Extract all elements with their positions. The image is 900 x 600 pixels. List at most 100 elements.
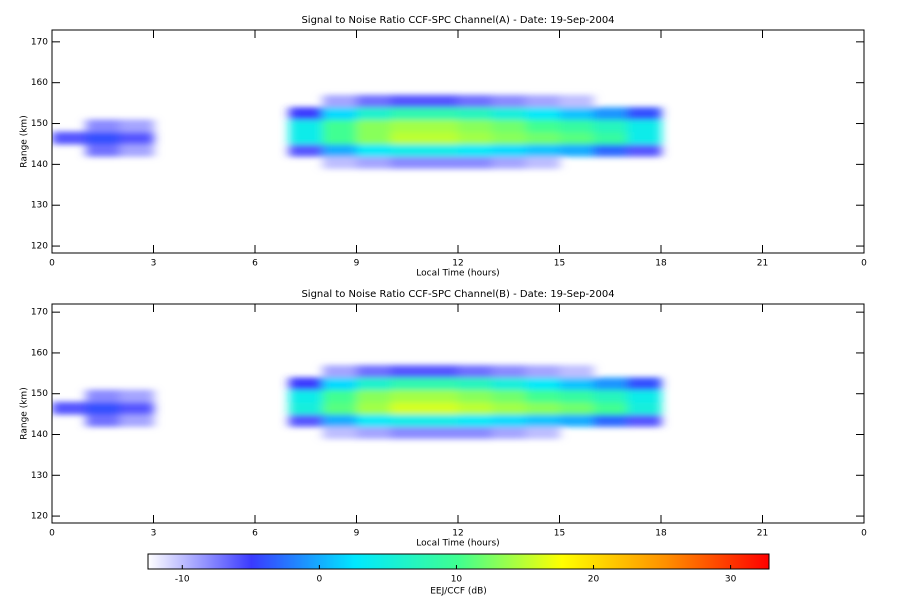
heat-cell: [491, 365, 527, 378]
chart-title: Signal to Noise Ratio CCF-SPC Channel(A)…: [301, 15, 614, 26]
heat-cell: [491, 156, 527, 169]
y-axis-label: Range (km): [20, 115, 30, 167]
heat-cell: [288, 143, 324, 157]
heat-cell: [288, 131, 324, 145]
heat-cell: [559, 119, 594, 133]
heat-cell: [424, 156, 459, 169]
heat-cell: [491, 143, 527, 157]
heat-cell: [390, 365, 425, 378]
heat-cell: [288, 107, 324, 120]
heat-cell: [491, 131, 527, 145]
heat-cell: [85, 119, 121, 133]
heat-cell: [356, 131, 391, 145]
heat-cell: [559, 365, 594, 378]
heat-cell: [593, 131, 628, 145]
y-tick-label: 150: [31, 119, 48, 129]
heat-cell: [559, 107, 594, 120]
heat-cell: [491, 119, 527, 133]
heat-cell: [424, 119, 459, 133]
x-tick-label: 12: [452, 529, 463, 539]
heat-cell: [322, 107, 357, 120]
heat-cell: [525, 414, 560, 427]
colorbar-label: EEJ/CCF (dB): [430, 587, 487, 597]
x-tick-label: 15: [554, 259, 565, 269]
heat-cell: [525, 426, 560, 440]
x-tick-label: 21: [757, 259, 768, 269]
heat-cell: [322, 94, 357, 108]
heat-cell: [525, 119, 560, 133]
heat-cell: [593, 414, 628, 427]
heat-cell: [390, 414, 425, 427]
heat-cell: [356, 414, 391, 427]
heat-cell: [593, 401, 628, 415]
heat-cell: [458, 94, 493, 108]
x-tick-label: 6: [252, 529, 258, 539]
heat-cell: [627, 389, 662, 403]
heat-cell: [424, 377, 459, 391]
heat-cell: [458, 426, 493, 440]
heat-cell: [119, 119, 154, 133]
heat-cell: [627, 107, 662, 120]
heat-cell: [559, 143, 594, 157]
x-tick-label: 21: [757, 529, 768, 539]
x-tick-label: 3: [151, 259, 157, 269]
heat-cell: [627, 377, 662, 391]
heat-cell: [390, 156, 425, 169]
heat-cell: [390, 143, 425, 157]
x-tick-label: 3: [151, 529, 157, 539]
heat-cell: [525, 365, 560, 378]
heat-cell: [322, 414, 357, 427]
colorbar-tick-label: 20: [588, 575, 600, 585]
x-tick-label: 15: [554, 529, 565, 539]
heat-cell: [491, 94, 527, 108]
heat-cell: [559, 94, 594, 108]
heat-cell: [356, 389, 391, 403]
heat-cell: [390, 389, 425, 403]
heat-cell: [85, 401, 121, 415]
heat-cell: [288, 389, 324, 403]
x-tick-label: 9: [354, 259, 360, 269]
y-tick-label: 120: [31, 242, 48, 252]
heat-cell: [458, 377, 493, 391]
colorbar-tick-label: 30: [725, 575, 737, 585]
heat-cell: [525, 156, 560, 169]
heat-cell: [322, 426, 357, 440]
heat-cell: [525, 377, 560, 391]
heat-cell: [356, 143, 391, 157]
plot-area: [52, 94, 662, 169]
heat-cell: [390, 131, 425, 145]
heat-cell: [593, 377, 628, 391]
x-tick-label: 18: [655, 529, 667, 539]
heat-cell: [356, 119, 391, 133]
x-tick-label: 18: [655, 259, 667, 269]
y-tick-label: 160: [31, 348, 48, 358]
x-axis-label: Local Time (hours): [416, 539, 499, 549]
y-tick-label: 130: [31, 471, 48, 481]
heat-cell: [322, 377, 357, 391]
heat-cell: [627, 131, 662, 145]
heat-cell: [458, 389, 493, 403]
heat-cell: [559, 377, 594, 391]
heat-cell: [322, 365, 357, 378]
heat-cell: [356, 401, 391, 415]
chart-title: Signal to Noise Ratio CCF-SPC Channel(B)…: [301, 289, 614, 300]
heat-cell: [85, 131, 121, 145]
heat-cell: [593, 119, 628, 133]
heat-cell: [119, 143, 154, 157]
heat-cell: [458, 131, 493, 145]
heat-cell: [390, 377, 425, 391]
heat-cell: [491, 377, 527, 391]
heat-cell: [424, 414, 459, 427]
colorbar-tick-label: -10: [175, 575, 190, 585]
colorbar-tick-label: 0: [316, 575, 322, 585]
heat-cell: [424, 107, 459, 120]
heat-cell: [322, 156, 357, 169]
heat-cell: [559, 401, 594, 415]
x-tick-label: 0: [49, 259, 55, 269]
heat-cell: [424, 94, 459, 108]
heat-cell: [593, 143, 628, 157]
heat-cell: [424, 401, 459, 415]
heat-cell: [119, 389, 154, 403]
heat-cell: [322, 143, 357, 157]
heat-cell: [458, 107, 493, 120]
